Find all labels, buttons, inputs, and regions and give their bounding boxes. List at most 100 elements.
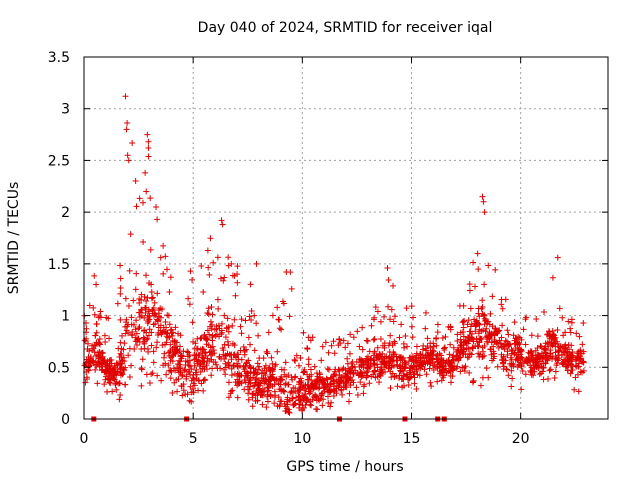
data-point	[92, 342, 99, 349]
data-point	[139, 356, 146, 363]
data-point	[325, 349, 332, 356]
x-tick-label: 20	[512, 431, 530, 447]
data-point	[378, 364, 385, 371]
data-point	[402, 364, 409, 371]
data-point	[507, 341, 514, 348]
data-point	[326, 389, 333, 396]
data-point	[324, 393, 331, 400]
data-point	[160, 354, 167, 361]
data-point	[133, 203, 140, 210]
data-point	[371, 335, 378, 342]
data-point	[247, 383, 254, 390]
data-point	[277, 381, 284, 388]
data-point	[335, 384, 342, 391]
data-point	[279, 298, 286, 305]
data-point	[556, 347, 563, 354]
data-point	[401, 359, 408, 366]
data-point	[406, 375, 413, 382]
data-point	[388, 374, 395, 381]
data-point	[286, 313, 293, 320]
data-point	[459, 329, 466, 336]
data-point	[93, 352, 100, 359]
data-point	[336, 367, 343, 374]
data-point	[98, 350, 105, 357]
data-point	[544, 331, 551, 338]
data-point	[474, 250, 481, 257]
data-point	[540, 352, 547, 359]
data-point	[344, 360, 351, 367]
data-point	[135, 325, 142, 332]
data-point	[460, 324, 467, 331]
data-point	[148, 342, 155, 349]
data-point	[389, 370, 396, 377]
data-point	[261, 388, 268, 395]
data-point	[256, 382, 263, 389]
data-point	[434, 321, 441, 328]
data-point	[216, 333, 223, 340]
data-point	[461, 317, 468, 324]
data-point	[101, 381, 108, 388]
data-point	[204, 309, 211, 316]
data-point	[538, 343, 545, 350]
data-point	[94, 359, 101, 366]
data-point	[186, 369, 193, 376]
data-point	[381, 361, 388, 368]
data-point	[374, 344, 381, 351]
data-point	[121, 367, 128, 374]
data-point	[482, 334, 489, 341]
data-point	[327, 403, 334, 410]
data-point	[487, 346, 494, 353]
data-point	[225, 328, 232, 335]
data-point	[360, 390, 367, 397]
data-point	[164, 312, 171, 319]
data-point	[466, 334, 473, 341]
data-point	[222, 371, 229, 378]
data-point	[476, 313, 483, 320]
data-point	[387, 316, 394, 323]
data-point	[250, 374, 257, 381]
data-point	[170, 365, 177, 372]
data-point	[391, 338, 398, 345]
data-point	[224, 315, 231, 322]
data-point	[179, 392, 186, 399]
data-point	[463, 344, 470, 351]
data-point	[218, 329, 225, 336]
data-point	[288, 388, 295, 395]
data-point	[579, 369, 586, 376]
data-point	[385, 364, 392, 371]
data-point	[106, 370, 113, 377]
data-point	[107, 376, 114, 383]
data-point	[481, 352, 488, 359]
data-point	[145, 332, 152, 339]
data-point	[278, 326, 285, 333]
data-point	[245, 390, 252, 397]
data-point	[307, 366, 314, 373]
data-point	[498, 351, 505, 358]
data-point	[576, 333, 583, 340]
data-point	[82, 379, 89, 386]
data-point	[160, 242, 167, 249]
data-point	[208, 303, 215, 310]
data-point	[258, 370, 265, 377]
data-point	[208, 325, 215, 332]
data-point	[562, 329, 569, 336]
data-point	[146, 380, 153, 387]
data-point	[83, 374, 90, 381]
data-point	[264, 348, 271, 355]
peak-point	[145, 145, 152, 152]
data-point	[454, 338, 461, 345]
data-point	[423, 309, 430, 316]
data-point	[183, 373, 190, 380]
data-point	[133, 317, 140, 324]
data-point	[180, 381, 187, 388]
data-point	[169, 337, 176, 344]
data-point	[242, 317, 249, 324]
data-point	[97, 308, 104, 315]
data-point	[377, 373, 384, 380]
data-point	[204, 247, 211, 254]
data-point	[345, 377, 352, 384]
data-point	[430, 366, 437, 373]
data-point	[163, 324, 170, 331]
data-point	[374, 308, 381, 315]
data-point	[146, 326, 153, 333]
